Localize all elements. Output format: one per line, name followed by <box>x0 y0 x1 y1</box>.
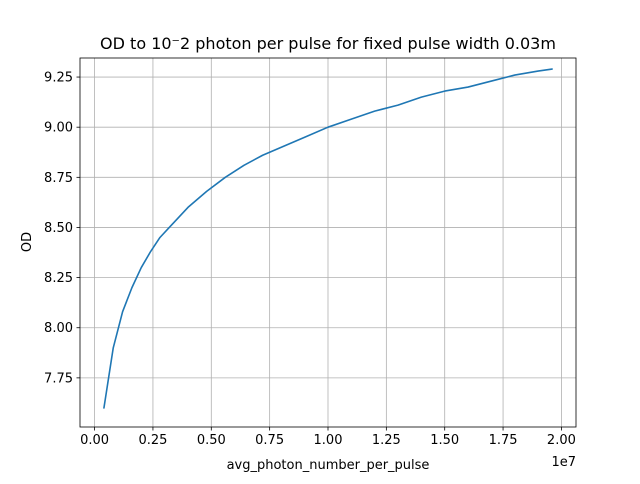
y-tick-label: 8.25 <box>44 271 73 286</box>
x-tick-label: 0.00 <box>80 433 109 448</box>
y-tick-label: 9.00 <box>44 121 73 136</box>
x-tick-label: 1.25 <box>372 433 401 448</box>
series-layer <box>103 68 553 409</box>
chart-title: OD to 10⁻2 photon per pulse for fixed pu… <box>100 34 556 53</box>
y-gridlines <box>80 76 576 379</box>
x-tick-label: 1.75 <box>489 433 518 448</box>
x-ticks: 0.00 0.25 0.50 0.75 1.00 1.25 1.50 1.75 2.00 <box>80 427 576 448</box>
y-tick-label: 9.25 <box>44 71 73 86</box>
x-tick-label: 1.50 <box>430 433 459 448</box>
y-tick-label: 8.75 <box>44 171 73 186</box>
x-tick-label: 0.75 <box>255 433 284 448</box>
x-gridlines <box>94 58 562 427</box>
x-tick-label: 2.00 <box>547 433 576 448</box>
x-axis-label: avg_photon_number_per_pulse <box>227 458 430 473</box>
y-axis-label: OD <box>20 232 35 252</box>
x-tick-label: 0.50 <box>197 433 226 448</box>
x-offset-text: 1e7 <box>551 455 576 470</box>
y-tick-label: 8.50 <box>44 221 73 236</box>
x-tick-label: 0.25 <box>138 433 167 448</box>
y-tick-label: 7.75 <box>44 371 73 386</box>
y-ticks: 7.75 8.00 8.25 8.50 8.75 9.00 9.25 <box>44 71 80 386</box>
y-tick-label: 8.00 <box>44 321 73 336</box>
series-line <box>103 68 553 409</box>
x-tick-label: 1.00 <box>314 433 343 448</box>
